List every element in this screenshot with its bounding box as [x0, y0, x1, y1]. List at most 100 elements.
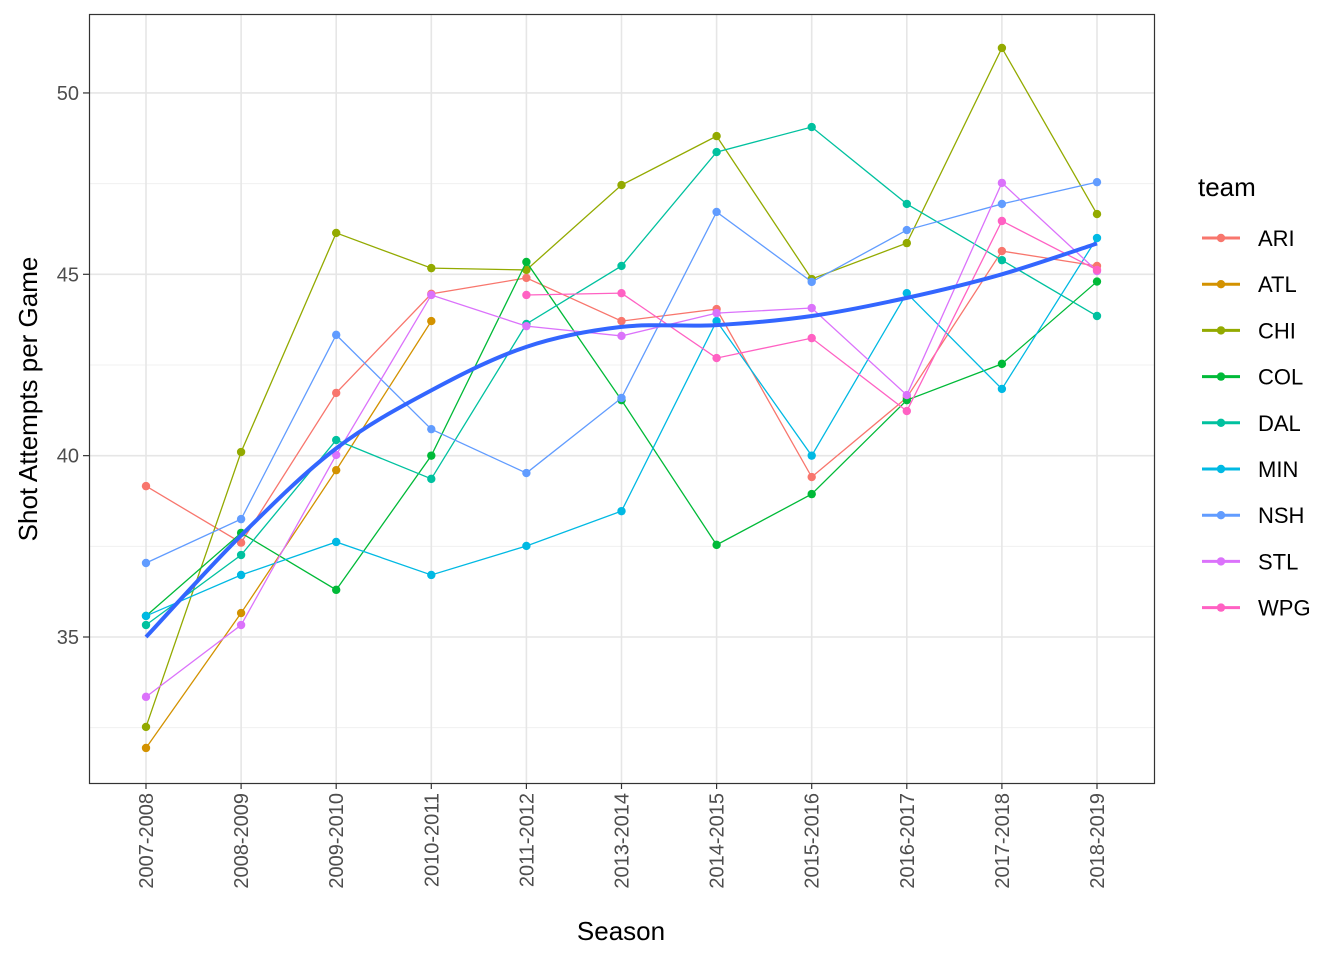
legend-key-point-STL — [1216, 557, 1226, 566]
legend-label-NSH: NSH — [1258, 503, 1304, 528]
x-tick-label: 2010-2011 — [421, 793, 443, 887]
data-point-ARI — [332, 388, 341, 398]
x-axis-label: Season — [577, 916, 665, 946]
data-point-COL — [997, 359, 1007, 369]
x-tick-label: 2016-2017 — [897, 793, 919, 889]
data-point-CHI — [712, 131, 721, 141]
legend: team ARI ATL CHI COL DAL MIN NSH STL WPG — [1198, 172, 1311, 621]
data-point-STL — [902, 390, 911, 400]
data-point-CHI — [522, 265, 531, 275]
legend-key-point-ARI — [1216, 233, 1226, 243]
data-point-WPG — [1092, 265, 1102, 275]
data-point-CHI — [332, 228, 341, 238]
data-point-STL — [427, 290, 436, 300]
y-tick-label: 45 — [57, 264, 79, 286]
legend-label-WPG: WPG — [1258, 596, 1311, 621]
legend-title: team — [1198, 172, 1256, 202]
data-point-STL — [522, 321, 531, 331]
x-tick-label: 2007-2008 — [136, 793, 158, 889]
data-point-STL — [332, 450, 341, 460]
data-point-ARI — [236, 538, 246, 547]
data-point-NSH — [236, 514, 246, 524]
data-point-STL — [712, 308, 721, 318]
data-point-NSH — [807, 277, 816, 287]
data-point-DAL — [997, 255, 1007, 265]
data-point-CHI — [236, 447, 246, 457]
legend-label-ARI: ARI — [1258, 226, 1295, 251]
data-point-MIN — [522, 541, 531, 551]
x-tick-label: 2008-2009 — [231, 793, 253, 889]
data-point-ATL — [332, 465, 341, 475]
x-tick-label: 2009-2010 — [326, 793, 348, 889]
legend-label-ATL: ATL — [1258, 272, 1297, 297]
data-point-CHI — [902, 238, 911, 248]
x-tick-label: 2017-2018 — [992, 793, 1014, 889]
data-point-CHI — [427, 263, 436, 273]
data-point-MIN — [902, 288, 911, 298]
data-point-MIN — [332, 537, 341, 547]
data-point-WPG — [522, 290, 531, 300]
data-point-MIN — [617, 506, 626, 516]
data-point-COL — [427, 451, 436, 460]
data-point-ARI — [617, 316, 626, 326]
data-point-NSH — [997, 199, 1007, 209]
data-point-WPG — [712, 353, 721, 363]
y-tick-label: 35 — [57, 627, 79, 649]
data-point-COL — [712, 540, 721, 550]
data-point-STL — [141, 692, 151, 702]
data-point-NSH — [617, 393, 626, 403]
data-point-NSH — [141, 558, 151, 568]
data-point-ATL — [141, 743, 151, 753]
data-point-NSH — [902, 225, 911, 235]
data-point-ARI — [522, 273, 531, 283]
y-axis-label: Shot Attempts per Game — [13, 257, 43, 542]
legend-key-point-MIN — [1216, 464, 1226, 474]
data-point-WPG — [807, 333, 816, 343]
data-point-DAL — [902, 199, 911, 209]
data-point-ATL — [427, 316, 436, 326]
legend-label-STL: STL — [1258, 549, 1298, 574]
x-tick-label: 2014-2015 — [707, 793, 729, 889]
y-tick-label: 40 — [57, 446, 79, 468]
data-point-NSH — [427, 424, 436, 434]
data-point-MIN — [807, 451, 816, 460]
data-point-DAL — [617, 261, 626, 271]
axes: 35 40 45 50 2007-2008 2008-2009 2009-2010 2010-… — [57, 83, 1109, 889]
data-point-COL — [1092, 277, 1102, 286]
data-point-DAL — [332, 435, 341, 445]
legend-key-point-WPG — [1216, 603, 1226, 612]
data-point-NSH — [332, 330, 341, 340]
data-point-STL — [807, 303, 816, 313]
data-point-MIN — [1092, 233, 1102, 243]
legend-key-point-CHI — [1216, 326, 1226, 335]
legend-label-MIN: MIN — [1258, 457, 1298, 482]
legend-label-CHI: CHI — [1258, 318, 1296, 343]
smooth-trend — [144, 241, 1098, 639]
series-line-ATL — [145, 320, 432, 749]
data-point-MIN — [997, 384, 1007, 394]
data-point-COL — [522, 257, 531, 267]
legend-key-point-DAL — [1216, 418, 1226, 427]
legend-label-COL: COL — [1258, 365, 1303, 390]
legend-label-DAL: DAL — [1258, 411, 1301, 436]
legend-key-point-COL — [1216, 372, 1226, 381]
data-point-STL — [997, 178, 1007, 188]
data-point-STL — [236, 620, 246, 630]
smooth-line — [144, 241, 1098, 639]
data-point-DAL — [712, 147, 721, 157]
data-point-WPG — [902, 406, 911, 416]
legend-key-point-ATL — [1216, 280, 1226, 289]
data-point-STL — [617, 331, 626, 341]
x-tick-label: 2015-2016 — [802, 793, 824, 889]
x-tick-label: 2018-2019 — [1087, 793, 1109, 889]
data-point-ARI — [141, 481, 151, 491]
data-point-DAL — [1092, 311, 1102, 321]
x-tick-label: 2011-2012 — [516, 793, 538, 887]
data-point-MIN — [236, 570, 246, 580]
data-point-NSH — [712, 207, 721, 217]
data-point-DAL — [807, 122, 816, 132]
data-point-CHI — [1092, 209, 1102, 219]
data-point-ARI — [997, 246, 1007, 256]
data-point-DAL — [427, 474, 436, 484]
